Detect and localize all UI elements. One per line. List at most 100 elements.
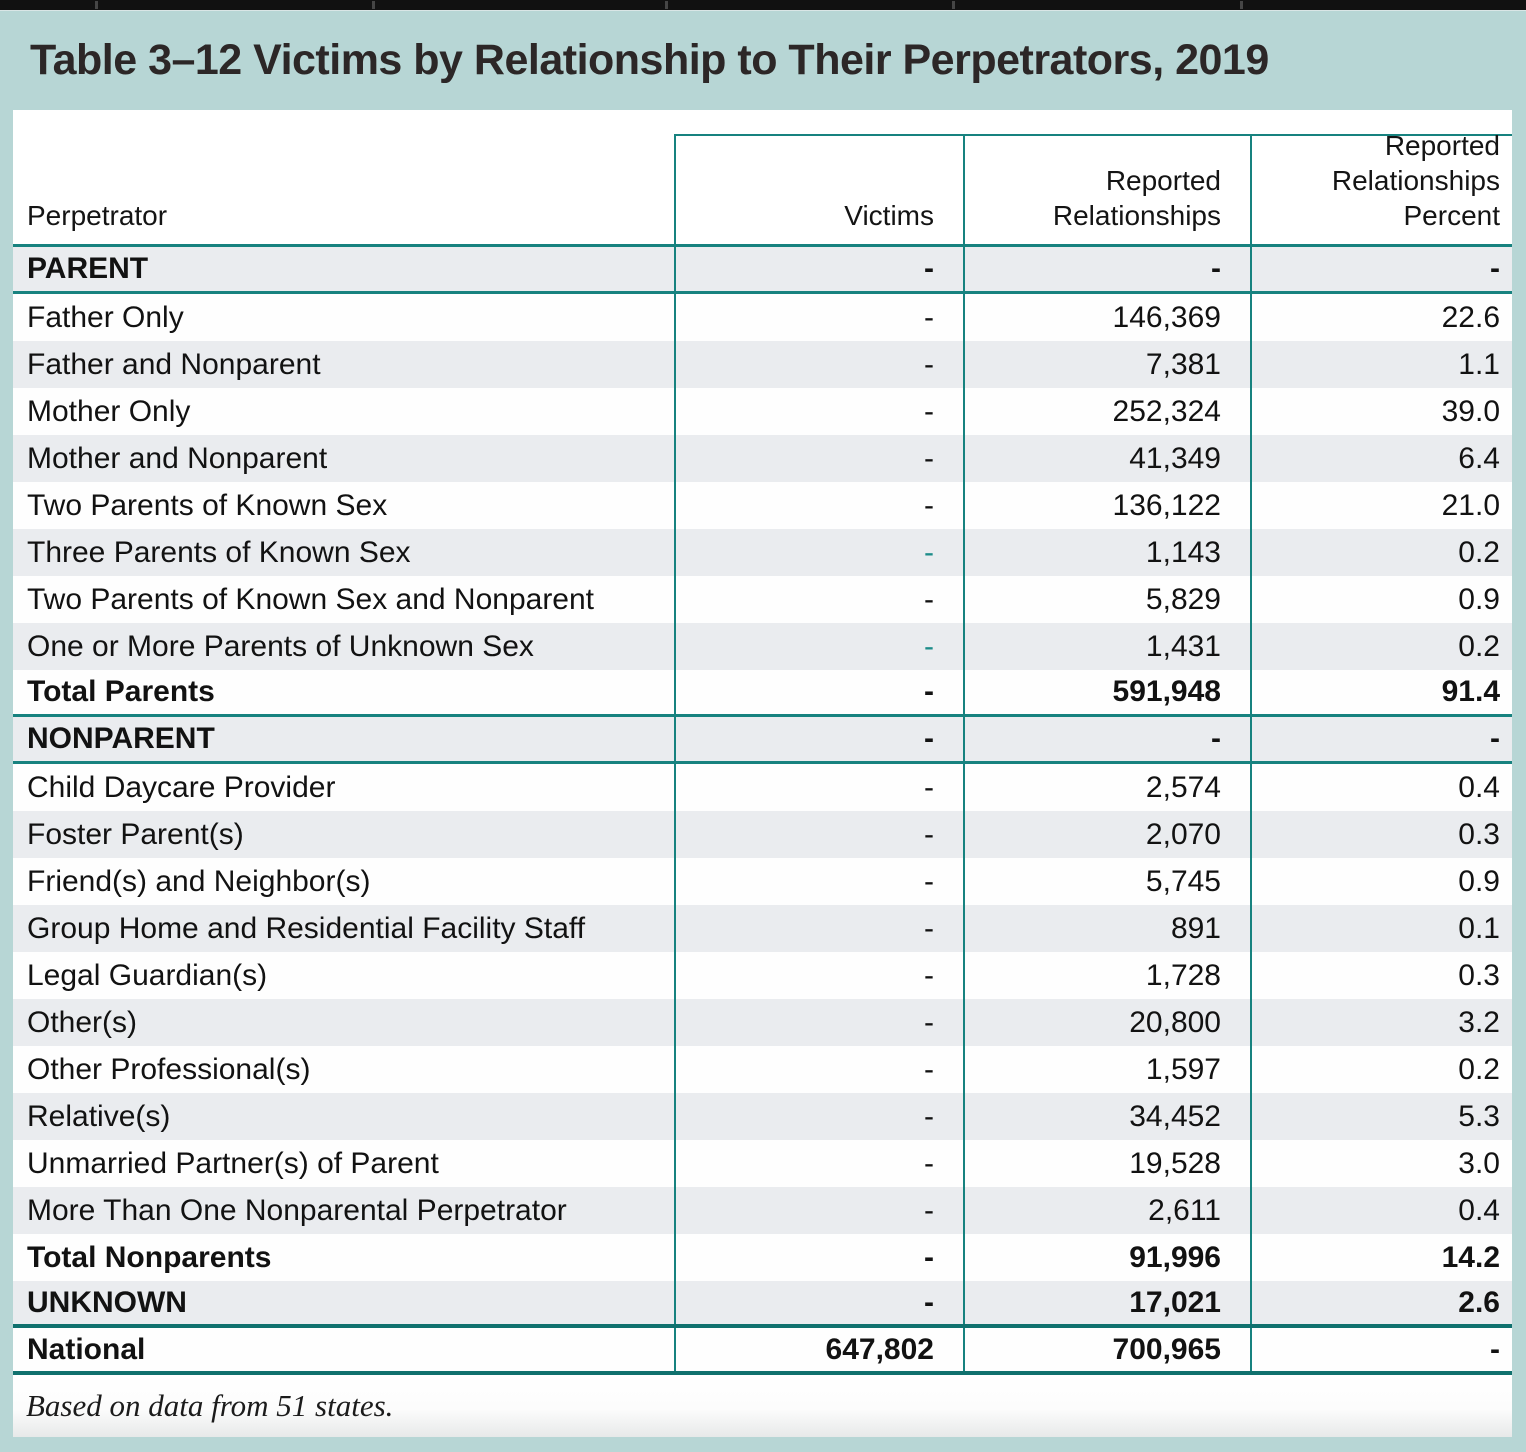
cell-victims: -: [674, 576, 963, 623]
cell-reported-relationships-percent: 21.0: [1250, 482, 1512, 529]
cell-perpetrator: Mother and Nonparent: [27, 441, 328, 475]
table-body: PARENT - - - Father Only - 146,369 22.6 …: [13, 247, 1512, 1375]
cell-victims: -: [674, 717, 963, 761]
footnote: Based on data from 51 states.: [13, 1375, 1512, 1437]
cell-victims: -: [674, 1187, 963, 1234]
cell-perpetrator: Father and Nonparent: [27, 347, 321, 381]
cell-reported-relationships-percent: 0.1: [1250, 905, 1512, 952]
cell-victims: -: [674, 1234, 963, 1281]
table-row: Total Parents - 591,948 91.4: [13, 670, 1512, 717]
table-row: PARENT - - -: [13, 247, 1512, 294]
cell-reported-relationships-percent: -: [1250, 247, 1512, 291]
table-row: Child Daycare Provider - 2,574 0.4: [13, 764, 1512, 811]
cell-reported-relationships: 34,452: [963, 1093, 1250, 1140]
cell-perpetrator: Child Daycare Provider: [27, 770, 336, 804]
table-row: Father Only - 146,369 22.6: [13, 294, 1512, 341]
cell-reported-relationships-percent: 14.2: [1250, 1234, 1512, 1281]
table-title: Table 3–12 Victims by Relationship to Th…: [30, 36, 1269, 84]
table-row: Three Parents of Known Sex - 1,143 0.2: [13, 529, 1512, 576]
cell-victims: -: [674, 388, 963, 435]
col-header-victims: Victims: [674, 134, 963, 244]
cell-perpetrator: Three Parents of Known Sex: [27, 535, 411, 569]
table-card: Perpetrator Victims Reported Relationshi…: [13, 110, 1512, 1437]
table-row: UNKNOWN - 17,021 2.6: [13, 1281, 1512, 1328]
table-row: One or More Parents of Unknown Sex - 1,4…: [13, 623, 1512, 670]
cell-perpetrator: Father Only: [27, 300, 184, 334]
cell-reported-relationships-percent: -: [1250, 1328, 1512, 1371]
cell-victims: -: [674, 623, 963, 670]
cell-reported-relationships: 591,948: [963, 670, 1250, 714]
cell-victims: -: [674, 1140, 963, 1187]
table-row: NONPARENT - - -: [13, 717, 1512, 764]
cell-reported-relationships: 41,349: [963, 435, 1250, 482]
cell-victims: -: [674, 811, 963, 858]
table-row: Mother Only - 252,324 39.0: [13, 388, 1512, 435]
table-row: More Than One Nonparental Perpetrator - …: [13, 1187, 1512, 1234]
cell-perpetrator: More Than One Nonparental Perpetrator: [27, 1193, 567, 1227]
cell-victims: -: [674, 435, 963, 482]
cell-perpetrator: UNKNOWN: [27, 1285, 187, 1319]
cell-reported-relationships: -: [963, 717, 1250, 761]
cell-victims: -: [674, 294, 963, 341]
table-row: Father and Nonparent - 7,381 1.1: [13, 341, 1512, 388]
cell-reported-relationships: 700,965: [963, 1328, 1250, 1371]
cell-reported-relationships: 2,611: [963, 1187, 1250, 1234]
page-edge-tick: [952, 1, 955, 9]
table-row: Other(s) - 20,800 3.2: [13, 999, 1512, 1046]
cell-reported-relationships: 1,431: [963, 623, 1250, 670]
cell-perpetrator: Two Parents of Known Sex: [27, 488, 388, 522]
footnote-text: Based on data from 51 states.: [26, 1388, 394, 1423]
cell-reported-relationships: 2,070: [963, 811, 1250, 858]
table-row: Legal Guardian(s) - 1,728 0.3: [13, 952, 1512, 999]
page-edge-tick: [1240, 1, 1243, 9]
cell-perpetrator: Group Home and Residential Facility Staf…: [27, 911, 586, 945]
cell-perpetrator: NONPARENT: [27, 722, 215, 755]
cell-reported-relationships: 7,381: [963, 341, 1250, 388]
cell-reported-relationships-percent: -: [1250, 717, 1512, 761]
top-bar: [0, 0, 1526, 11]
table-row: Friend(s) and Neighbor(s) - 5,745 0.9: [13, 858, 1512, 905]
table-row: Mother and Nonparent - 41,349 6.4: [13, 435, 1512, 482]
cell-victims: -: [674, 952, 963, 999]
col-header-reported-relationships: Reported Relationships: [963, 134, 1250, 244]
cell-reported-relationships: 2,574: [963, 764, 1250, 811]
table-row: National 647,802 700,965 -: [13, 1328, 1512, 1375]
table-row: Foster Parent(s) - 2,070 0.3: [13, 811, 1512, 858]
page-edge-tick: [372, 1, 375, 9]
cell-reported-relationships-percent: 6.4: [1250, 435, 1512, 482]
cell-perpetrator: Other(s): [27, 1005, 138, 1039]
cell-victims: -: [674, 670, 963, 714]
cell-reported-relationships-percent: 2.6: [1250, 1281, 1512, 1324]
table-row: Other Professional(s) - 1,597 0.2: [13, 1046, 1512, 1093]
cell-reported-relationships: 17,021: [963, 1281, 1250, 1324]
cell-victims: -: [674, 764, 963, 811]
cell-victims: -: [674, 1093, 963, 1140]
cell-reported-relationships-percent: 3.0: [1250, 1140, 1512, 1187]
cell-reported-relationships: 1,143: [963, 529, 1250, 576]
cell-reported-relationships: 91,996: [963, 1234, 1250, 1281]
table-row: Relative(s) - 34,452 5.3: [13, 1093, 1512, 1140]
table-header: Perpetrator Victims Reported Relationshi…: [13, 110, 1512, 247]
cell-victims: -: [674, 1281, 963, 1324]
cell-victims: -: [674, 1046, 963, 1093]
cell-reported-relationships-percent: 0.9: [1250, 858, 1512, 905]
cell-perpetrator: One or More Parents of Unknown Sex: [27, 629, 534, 663]
cell-reported-relationships: 19,528: [963, 1140, 1250, 1187]
cell-reported-relationships-percent: 0.4: [1250, 764, 1512, 811]
col-header-perpetrator: Perpetrator: [27, 200, 168, 231]
cell-reported-relationships: 252,324: [963, 388, 1250, 435]
cell-reported-relationships-percent: 1.1: [1250, 341, 1512, 388]
cell-reported-relationships-percent: 0.9: [1250, 576, 1512, 623]
table-row: Two Parents of Known Sex and Nonparent -…: [13, 576, 1512, 623]
cell-perpetrator: Total Nonparents: [27, 1240, 272, 1274]
cell-perpetrator: Relative(s): [27, 1099, 171, 1133]
cell-victims: -: [674, 482, 963, 529]
cell-reported-relationships-percent: 39.0: [1250, 388, 1512, 435]
table-row: Group Home and Residential Facility Staf…: [13, 905, 1512, 952]
cell-victims: -: [674, 341, 963, 388]
cell-perpetrator: Legal Guardian(s): [27, 958, 268, 992]
cell-reported-relationships: 1,728: [963, 952, 1250, 999]
cell-reported-relationships: 5,829: [963, 576, 1250, 623]
cell-reported-relationships: 136,122: [963, 482, 1250, 529]
